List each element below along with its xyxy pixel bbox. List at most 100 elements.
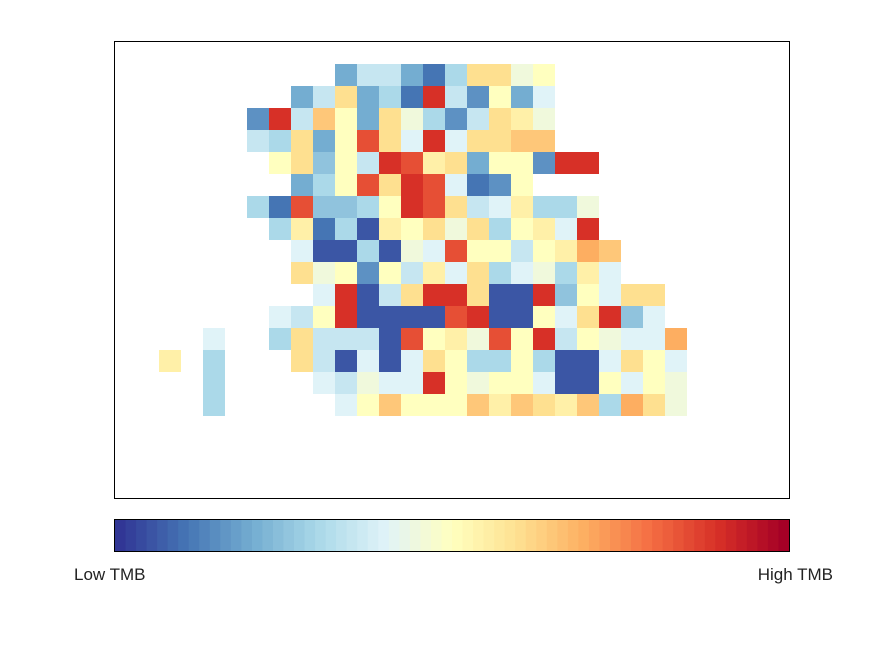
heatmap-cell [291,86,313,108]
colorbar-segment [725,520,737,551]
heatmap-cell [401,196,423,218]
heatmap-cell [291,108,313,130]
heatmap-cell [643,306,665,328]
heatmap-cell [423,174,445,196]
heatmap-cell [511,86,533,108]
heatmap-cell [401,328,423,350]
heatmap-cell [379,152,401,174]
colorbar-segment [462,520,474,551]
heatmap-cell [401,130,423,152]
heatmap-cell [313,218,335,240]
heatmap-cell [159,350,181,372]
heatmap-cell [357,174,379,196]
heatmap-cell [291,196,313,218]
heatmap-cell [511,284,533,306]
heatmap-cell [313,196,335,218]
heatmap-cell [489,64,511,86]
heatmap-cell [489,394,511,416]
heatmap-cell [291,130,313,152]
heatmap-cell [357,108,379,130]
heatmap-cell [401,152,423,174]
heatmap-cell [511,64,533,86]
heatmap-cell [357,306,379,328]
colorbar-segment [673,520,685,551]
heatmap-cell [555,328,577,350]
heatmap-cell [357,240,379,262]
colorbar-segment [767,520,780,551]
colorbar-segment [346,520,358,551]
heatmap-cell [379,196,401,218]
colorbar-segment [136,520,148,551]
colorbar-segment [251,520,264,551]
heatmap-cell [335,218,357,240]
heatmap-cell [357,218,379,240]
heatmap-cell [445,350,467,372]
colorbar-segment [220,520,232,551]
heatmap-cell [313,262,335,284]
heatmap-cell [599,262,621,284]
heatmap-cell [313,108,335,130]
heatmap-cell [555,306,577,328]
heatmap-cell [599,240,621,262]
heatmap-cell [445,130,467,152]
heatmap-cell [401,284,423,306]
heatmap-cell [665,328,687,350]
heatmap-cell [599,372,621,394]
heatmap-cell [621,328,643,350]
colorbar-segment [662,520,674,551]
heatmap-cell [445,196,467,218]
heatmap-cell [533,218,555,240]
heatmap-cell [379,328,401,350]
heatmap-cell [379,64,401,86]
heatmap-cell [357,284,379,306]
colorbar-segment [483,520,495,551]
heatmap-cell [269,218,291,240]
colorbar-segment [588,520,601,551]
heatmap-cell [621,394,643,416]
heatmap-cell [379,394,401,416]
heatmap-cell [423,240,445,262]
heatmap-cell [357,394,379,416]
heatmap-cell [313,284,335,306]
heatmap-cell [643,328,665,350]
heatmap-cell [467,86,489,108]
colorbar-segment [115,520,127,551]
heatmap-cell [511,394,533,416]
heatmap-cell [357,328,379,350]
heatmap-cell [423,394,445,416]
heatmap-plot-area [114,41,790,499]
heatmap-cell [401,64,423,86]
heatmap-cell [379,350,401,372]
heatmap-cell [467,196,489,218]
colorbar-segment [694,520,706,551]
heatmap-cell [511,306,533,328]
heatmap-cell [357,130,379,152]
heatmap-cell [533,86,555,108]
heatmap-cell [577,306,599,328]
heatmap-cell [577,240,599,262]
heatmap-cell [357,196,379,218]
heatmap-cell [445,64,467,86]
heatmap-cell [577,350,599,372]
heatmap-cell [533,108,555,130]
heatmap-cell [533,130,555,152]
heatmap-cell [313,86,335,108]
heatmap-cell [577,218,599,240]
colorbar-segment [567,520,579,551]
heatmap-cell [423,284,445,306]
heatmap-cell [357,152,379,174]
heatmap-cell [533,306,555,328]
heatmap-cell [379,86,401,108]
heatmap-cell [489,350,511,372]
heatmap-cell [445,152,467,174]
heatmap-cell [291,262,313,284]
heatmap-cell [599,350,621,372]
heatmap-cell [577,394,599,416]
heatmap-cell [621,372,643,394]
heatmap-cell [401,218,423,240]
heatmap-cell [401,240,423,262]
heatmap-cell [335,306,357,328]
heatmap-cell [423,152,445,174]
heatmap-cell [291,218,313,240]
heatmap-cell [335,394,357,416]
